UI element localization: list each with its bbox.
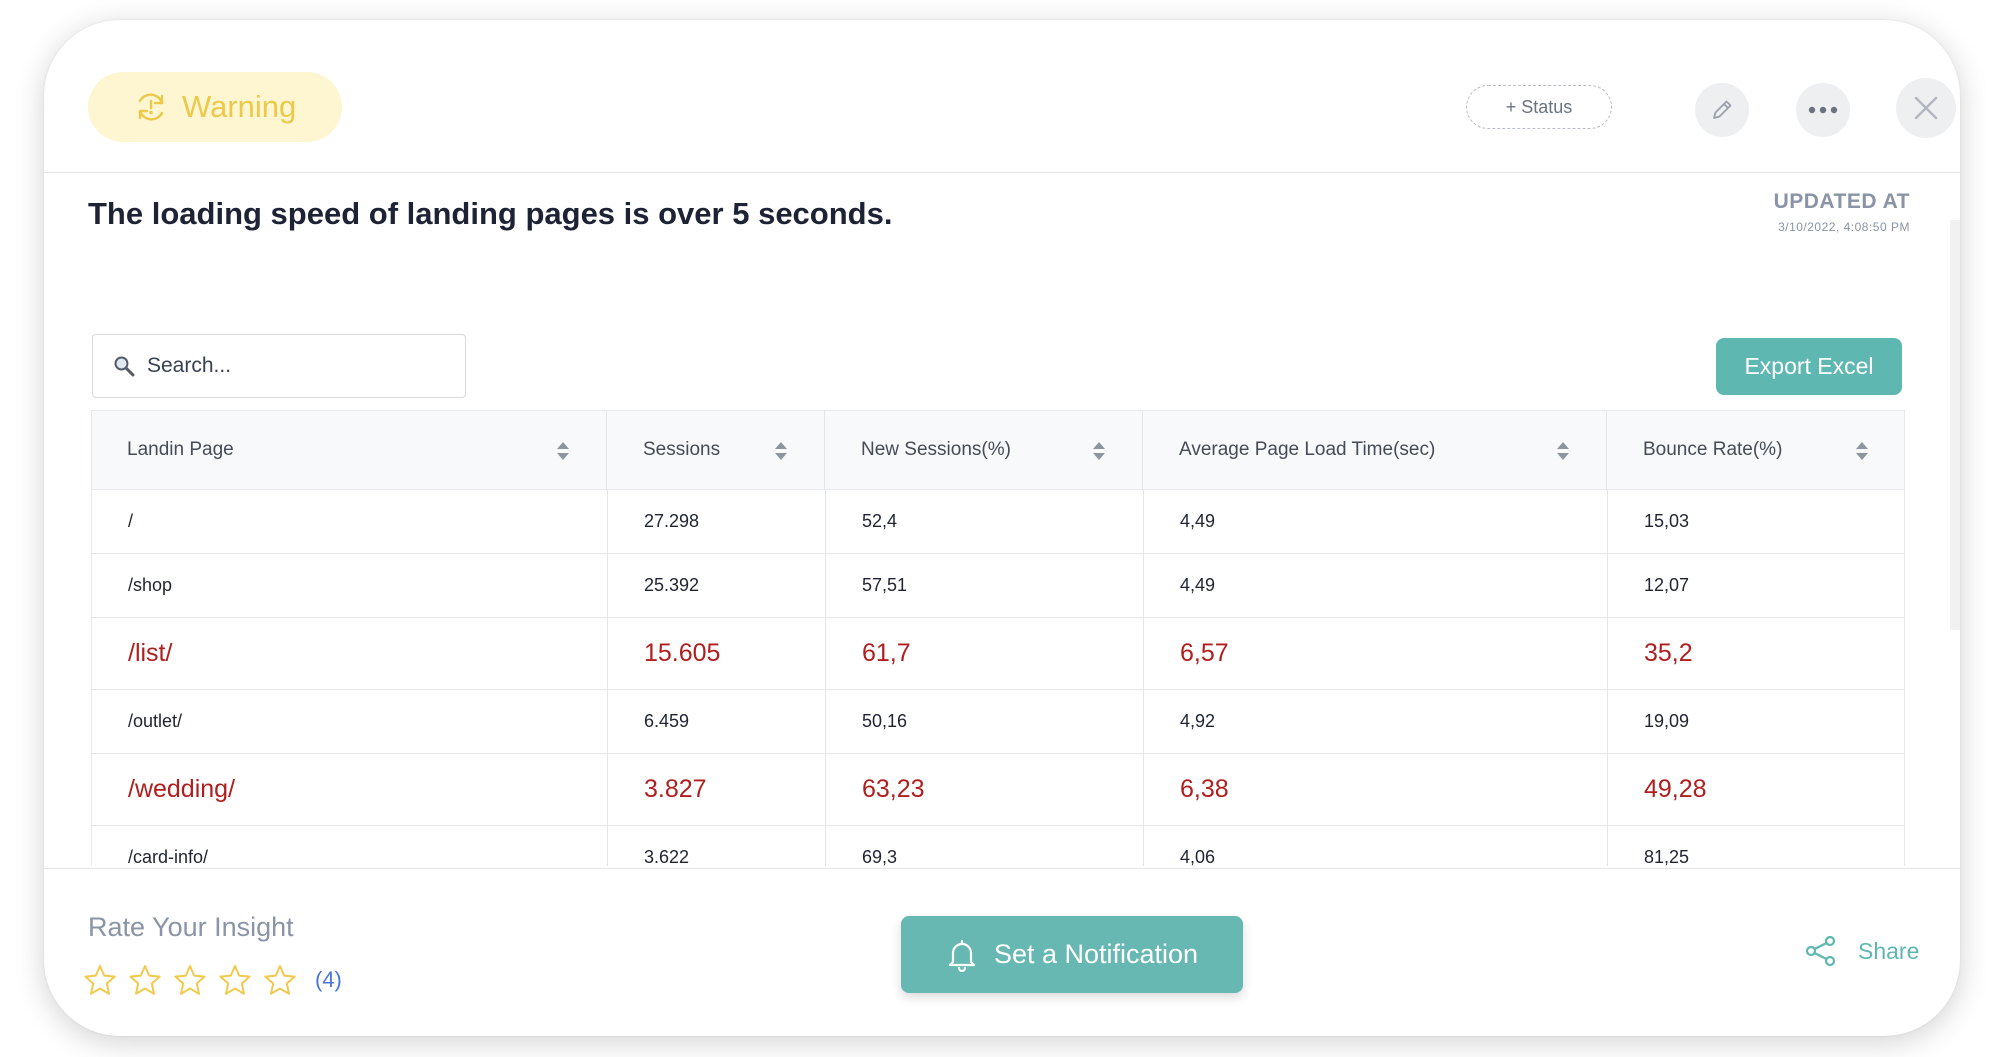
column-header[interactable]: New Sessions(%) xyxy=(825,410,1143,490)
table-cell: 81,25 xyxy=(1644,847,1690,866)
set-notification-button[interactable]: Set a Notification xyxy=(901,916,1243,993)
search-box[interactable]: Search... xyxy=(92,334,466,398)
column-header-label: New Sessions(%) xyxy=(861,439,1011,460)
table-row: /list/15.605 61,7 6,57 35,2 xyxy=(91,618,1905,690)
table-cell: 27.298 xyxy=(608,490,826,553)
table-cell: 4,06 xyxy=(1144,826,1608,866)
table-cell: 52,4 xyxy=(826,490,1144,553)
table-cell: 35,2 xyxy=(1644,639,1693,667)
edit-button[interactable] xyxy=(1695,83,1749,137)
close-icon xyxy=(1914,96,1938,120)
table-cell: 6,57 xyxy=(1144,618,1608,689)
updated-at-time: 3/10/2022, 4:08:50 PM xyxy=(1778,220,1910,234)
footer-divider xyxy=(44,868,1960,869)
bell-icon xyxy=(948,939,976,972)
sort-icon[interactable] xyxy=(1092,440,1106,462)
warning-badge-label: Warning xyxy=(182,89,297,124)
table-cell: 4,49 xyxy=(1144,554,1608,617)
table-cell: 50,16 xyxy=(826,690,1144,753)
table-cell: 15.605 xyxy=(608,618,826,689)
table-row: /shop 25.392 57,51 4,49 12,07 xyxy=(91,554,1905,618)
table-header xyxy=(91,410,1905,490)
search-input[interactable]: Search... xyxy=(147,354,232,377)
table-cell: /list/ xyxy=(92,618,608,689)
table-cell: 63,23 xyxy=(826,754,1144,825)
table-cell: 25.392 xyxy=(608,554,826,617)
updated-at-label: UPDATED AT xyxy=(1773,190,1910,213)
table-cell: 3.622 xyxy=(608,826,826,866)
table-cell: 61,7 xyxy=(826,618,1144,689)
table-cell: 4,49 xyxy=(1144,490,1608,553)
star-5-icon[interactable] xyxy=(264,964,296,996)
table-cell: 4,92 xyxy=(1144,690,1608,753)
table-cell: /outlet/ xyxy=(92,690,608,753)
data-table: Landin Page Sessions New Sessions(%) Averag… xyxy=(91,410,1905,866)
table-cell: 49,28 xyxy=(1644,775,1707,803)
table-cell: /wedding/ xyxy=(92,754,608,825)
pencil-icon xyxy=(1713,100,1732,119)
table-row: /wedding/3.827 63,23 6,38 49,28 xyxy=(91,754,1905,826)
table-row: /outlet/6.459 50,16 4,92 19,09 xyxy=(91,690,1905,754)
column-header-label: Bounce Rate(%) xyxy=(1643,439,1783,460)
more-options-button[interactable] xyxy=(1796,83,1850,137)
insight-modal: Warning + Status The loading speed of la… xyxy=(44,20,1960,1036)
add-status-button[interactable]: + Status xyxy=(1466,85,1612,129)
column-header[interactable]: Landin Page xyxy=(91,410,607,490)
table-cell: 6,38 xyxy=(1144,754,1608,825)
sort-icon[interactable] xyxy=(556,440,570,462)
star-rating: (4) xyxy=(84,964,342,996)
table-cell: 3.827 xyxy=(608,754,826,825)
column-header[interactable]: Average Page Load Time(sec) xyxy=(1143,410,1607,490)
close-button[interactable] xyxy=(1896,78,1956,138)
rating-count: (4) xyxy=(315,967,342,992)
column-header-label: Sessions xyxy=(643,439,721,460)
column-header-label: Average Page Load Time(sec) xyxy=(1179,439,1436,460)
star-4-icon[interactable] xyxy=(219,964,251,996)
table-row: /27.298 52,4 4,49 15,03 xyxy=(91,490,1905,554)
scrollbar[interactable] xyxy=(1950,220,1960,630)
table-cell: 69,3 xyxy=(826,826,1144,866)
search-icon xyxy=(114,356,135,377)
star-3-icon[interactable] xyxy=(174,964,206,996)
warning-badge[interactable]: Warning xyxy=(88,72,342,142)
table-cell: 57,51 xyxy=(826,554,1144,617)
star-1-icon[interactable] xyxy=(84,964,116,996)
column-header[interactable]: Sessions xyxy=(607,410,825,490)
insight-headline: The loading speed of landing pages is ov… xyxy=(88,196,893,231)
star-2-icon[interactable] xyxy=(129,964,161,996)
share-label: Share xyxy=(1858,937,1920,964)
rate-insight-label: Rate Your Insight xyxy=(88,912,294,942)
table-cell: 15,03 xyxy=(1644,511,1690,531)
table-cell: 12,07 xyxy=(1644,575,1690,595)
column-header-label: Landin Page xyxy=(127,439,234,460)
share-icon xyxy=(1805,935,1836,967)
more-dots-icon xyxy=(1808,106,1838,114)
sort-icon[interactable] xyxy=(774,440,788,462)
table-row: /card-info/3.622 69,3 4,06 81,25 xyxy=(91,826,1905,866)
column-header[interactable]: Bounce Rate(%) xyxy=(1607,410,1905,490)
sort-icon[interactable] xyxy=(1855,440,1869,462)
set-notification-label: Set a Notification xyxy=(993,939,1199,969)
table-cell: /shop xyxy=(92,554,608,617)
header-divider xyxy=(44,172,1960,173)
table-cell: 19,09 xyxy=(1644,711,1690,731)
table-cell: 6.459 xyxy=(608,690,826,753)
sort-icon[interactable] xyxy=(1556,440,1570,462)
share-button[interactable]: Share xyxy=(1804,934,1919,968)
export-excel-button[interactable]: Export Excel xyxy=(1716,338,1902,395)
table-cell: /card-info/ xyxy=(92,826,608,866)
refresh-warning-icon xyxy=(138,93,164,121)
table-cell: / xyxy=(92,490,608,553)
